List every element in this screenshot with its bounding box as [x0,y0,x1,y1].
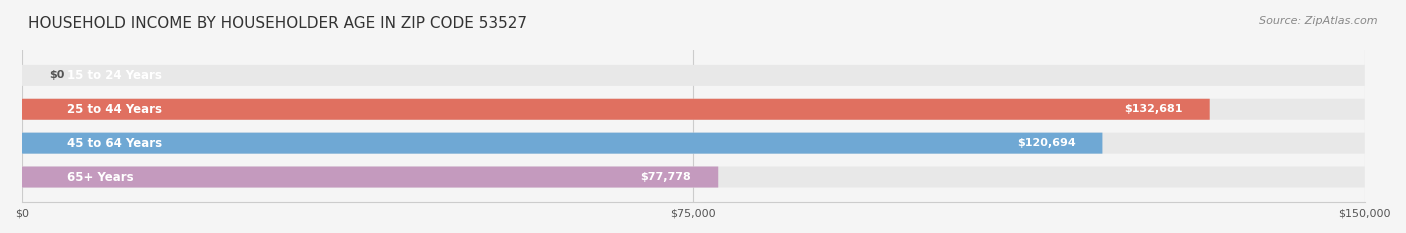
FancyBboxPatch shape [22,133,1102,154]
Text: HOUSEHOLD INCOME BY HOUSEHOLDER AGE IN ZIP CODE 53527: HOUSEHOLD INCOME BY HOUSEHOLDER AGE IN Z… [28,16,527,31]
Text: 15 to 24 Years: 15 to 24 Years [66,69,162,82]
FancyBboxPatch shape [22,99,1209,120]
Text: $0: $0 [49,70,65,80]
FancyBboxPatch shape [22,167,718,188]
Text: Source: ZipAtlas.com: Source: ZipAtlas.com [1260,16,1378,26]
FancyBboxPatch shape [22,167,1365,188]
FancyBboxPatch shape [22,65,1365,86]
Text: 45 to 64 Years: 45 to 64 Years [66,137,162,150]
FancyBboxPatch shape [22,133,1365,154]
Text: 65+ Years: 65+ Years [66,171,134,184]
Text: $77,778: $77,778 [641,172,692,182]
Text: 25 to 44 Years: 25 to 44 Years [66,103,162,116]
Text: $120,694: $120,694 [1017,138,1076,148]
FancyBboxPatch shape [22,99,1365,120]
Text: $132,681: $132,681 [1125,104,1182,114]
